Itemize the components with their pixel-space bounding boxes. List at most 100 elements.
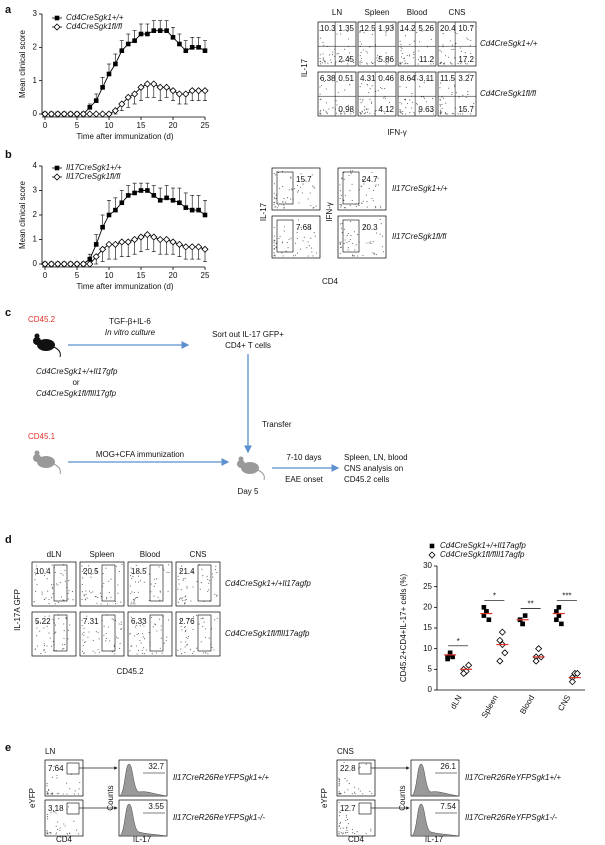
flow-event: [113, 619, 115, 621]
flow-event: [353, 786, 355, 788]
flow-event: [342, 59, 344, 62]
flow-event: [322, 42, 324, 44]
flow-event: [443, 63, 446, 65]
marker: [177, 41, 182, 47]
flow-event: [54, 571, 56, 573]
flow-event: [326, 113, 328, 115]
flow-event: [299, 186, 301, 188]
flow-event: [273, 173, 275, 175]
mouse-ear: [34, 333, 40, 339]
marker: [99, 110, 107, 118]
legend-marker: [429, 543, 435, 549]
flow-event: [319, 86, 321, 88]
flow-event: [62, 644, 64, 646]
flow-event: [360, 52, 362, 54]
flow-event: [47, 789, 50, 792]
flow-event: [298, 202, 300, 204]
flow-event: [105, 640, 107, 642]
flow-event: [283, 204, 285, 206]
flow-event: [439, 87, 441, 89]
marker: [450, 654, 455, 660]
flow-event: [85, 593, 87, 596]
flow-event: [339, 197, 341, 200]
flow-event: [346, 241, 348, 243]
flow-event: [325, 102, 328, 104]
flow-event: [344, 113, 346, 115]
legend-marker: [54, 15, 60, 21]
flow-event: [35, 590, 37, 593]
marker: [106, 71, 112, 77]
flow-event: [96, 602, 98, 604]
flow-event: [470, 113, 472, 115]
legend-marker: [428, 551, 436, 559]
flow-event: [368, 242, 370, 244]
flow-event: [380, 207, 382, 209]
flow-event: [57, 584, 59, 586]
flow-event: [343, 199, 345, 202]
flow-event: [417, 63, 419, 65]
flow-events: [338, 762, 373, 795]
marker: [93, 242, 99, 247]
mouse-head: [33, 454, 41, 462]
flow-event: [342, 832, 344, 834]
flow-event: [456, 32, 458, 35]
flow-event: [400, 46, 402, 48]
analysis: CD45.2 cells: [344, 475, 389, 484]
flow-event: [385, 32, 387, 34]
flow-event: [375, 90, 377, 92]
flow-event: [439, 113, 441, 115]
flow-event: [133, 591, 135, 594]
flow-event: [380, 223, 382, 225]
flow-event: [348, 52, 351, 54]
marker: [118, 100, 126, 108]
flow-events: [359, 76, 391, 115]
flow-event: [316, 252, 318, 254]
quadrant-value: 11.2: [419, 55, 435, 64]
flow-event: [83, 653, 85, 655]
flow-event: [368, 92, 370, 94]
flow-event: [191, 622, 193, 624]
significance: *: [493, 591, 496, 600]
flow-event: [55, 833, 57, 835]
flow-event: [331, 76, 333, 78]
flow-event: [326, 111, 328, 114]
flow-event: [212, 576, 214, 578]
marker: [113, 61, 118, 67]
flow-event: [273, 245, 275, 247]
flow-event: [315, 205, 317, 207]
flow-event: [43, 649, 45, 651]
marker: [125, 41, 131, 47]
flow-event: [371, 197, 373, 199]
flow-event: [301, 192, 303, 194]
flow-event: [83, 627, 85, 629]
flow-event: [384, 88, 386, 90]
flow-event: [368, 187, 370, 189]
flow-event: [48, 567, 50, 569]
flow-event: [63, 623, 65, 625]
flow-event: [183, 578, 185, 580]
flow-event: [450, 63, 452, 65]
flow-event: [130, 571, 132, 574]
flow-event: [375, 184, 377, 186]
quadrant-value: 5.86: [378, 55, 394, 64]
flow-event: [347, 38, 350, 40]
gate-value: 6.33: [131, 617, 147, 626]
flow-event: [55, 825, 57, 827]
row-label: Cd4CreSgk1+/+: [480, 39, 538, 48]
flow-event: [134, 597, 136, 599]
flow-event: [312, 207, 314, 209]
flow-event: [337, 91, 339, 94]
flow-event: [378, 57, 380, 59]
flow-event: [52, 640, 54, 642]
flow-event: [369, 88, 371, 90]
flow-event: [95, 568, 98, 570]
flow-event: [85, 574, 87, 576]
row-label: Cd4CreSgk1fl/flIl17agfp: [225, 629, 310, 638]
marker: [568, 678, 576, 686]
flow-event: [202, 652, 204, 654]
x-axis-label: CD45.2: [116, 667, 144, 676]
error-bar: [177, 187, 182, 203]
flow-event: [43, 645, 46, 647]
marker: [54, 260, 62, 268]
